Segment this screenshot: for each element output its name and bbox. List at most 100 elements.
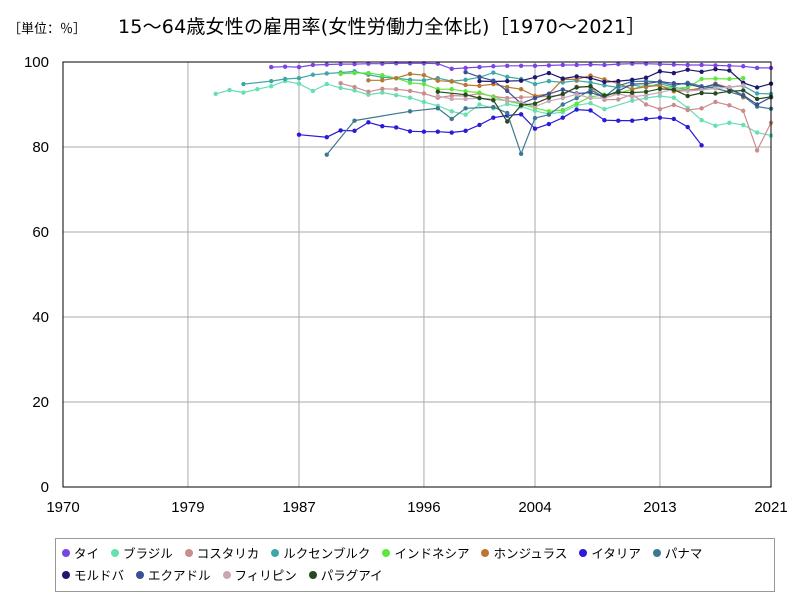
- legend-label: インドネシア: [394, 546, 470, 561]
- data-point: [643, 102, 649, 107]
- series-7: [324, 78, 774, 157]
- data-point: [616, 78, 621, 84]
- data-point: [463, 96, 468, 102]
- legend-item: コスタリカ: [184, 543, 259, 562]
- data-point: [657, 86, 663, 91]
- data-point: [754, 102, 760, 107]
- legend-item: フィリピン: [222, 565, 297, 584]
- data-point: [713, 67, 718, 72]
- data-point: [588, 108, 593, 113]
- data-point: [699, 69, 704, 74]
- data-point: [407, 71, 413, 77]
- data-point: [463, 112, 468, 117]
- data-point: [380, 72, 385, 78]
- data-point: [699, 90, 704, 96]
- data-point: [324, 62, 329, 67]
- series-line: [479, 68, 772, 89]
- data-point: [629, 81, 635, 87]
- data-point: [380, 61, 385, 66]
- legend-marker: [481, 548, 490, 557]
- data-point: [546, 78, 552, 84]
- data-point: [505, 63, 510, 69]
- legend-label: フィリピン: [234, 568, 297, 583]
- legend-label: パナマ: [664, 546, 703, 561]
- data-point: [393, 92, 399, 98]
- data-point: [491, 64, 496, 69]
- data-point: [352, 88, 357, 93]
- data-point: [657, 83, 663, 88]
- data-point: [407, 129, 413, 134]
- series-6: [296, 107, 704, 148]
- data-point: [296, 64, 302, 70]
- data-point: [505, 110, 510, 116]
- data-point: [629, 94, 635, 100]
- data-point: [588, 84, 593, 89]
- series-line: [215, 80, 772, 137]
- data-point: [407, 95, 413, 100]
- data-point: [366, 120, 371, 125]
- data-point: [310, 62, 316, 68]
- data-point: [754, 85, 760, 90]
- data-point: [643, 61, 649, 66]
- data-point: [671, 116, 677, 122]
- data-point: [518, 78, 524, 83]
- data-point: [727, 68, 732, 73]
- legend-label: モルドバ: [74, 568, 125, 583]
- data-point: [338, 81, 343, 86]
- data-point: [560, 102, 565, 107]
- data-point: [727, 63, 732, 69]
- data-point: [491, 98, 496, 103]
- data-point: [463, 128, 468, 134]
- data-point: [713, 123, 718, 128]
- legend-item: エクアドル: [136, 565, 211, 584]
- data-point: [463, 65, 468, 71]
- data-point: [754, 148, 760, 153]
- data-point: [643, 81, 649, 86]
- data-point: [699, 62, 704, 68]
- data-point: [754, 65, 760, 71]
- data-point: [463, 70, 468, 75]
- series-layer: [213, 61, 774, 157]
- legend-label: イタリア: [591, 546, 641, 561]
- data-point: [449, 109, 454, 114]
- plot-frame: [62, 61, 772, 488]
- data-point: [657, 90, 663, 95]
- data-point: [546, 109, 552, 114]
- data-point: [657, 79, 663, 84]
- data-point: [574, 95, 579, 101]
- data-point: [629, 87, 635, 92]
- data-point: [366, 78, 371, 83]
- data-point: [546, 70, 552, 76]
- data-point: [255, 87, 260, 92]
- data-point: [296, 75, 302, 81]
- data-point: [741, 75, 746, 81]
- data-point: [338, 61, 343, 67]
- data-point: [713, 82, 718, 87]
- data-point: [560, 115, 565, 120]
- data-point: [338, 128, 343, 133]
- data-point: [741, 88, 746, 93]
- data-point: [574, 74, 579, 79]
- data-point: [713, 99, 718, 105]
- data-point: [588, 80, 593, 85]
- legend-label: ルクセンブルク: [283, 546, 371, 561]
- x-tick-label: 2004: [518, 499, 551, 516]
- data-point: [727, 84, 732, 90]
- legend-marker: [222, 570, 231, 579]
- data-point: [518, 103, 524, 108]
- data-point: [741, 122, 746, 128]
- data-point: [380, 86, 385, 91]
- data-point: [407, 88, 413, 94]
- data-point: [505, 84, 510, 90]
- y-tick-label: 40: [32, 309, 49, 326]
- data-point: [491, 70, 496, 75]
- data-point: [449, 93, 454, 98]
- data-point: [477, 102, 482, 107]
- data-point: [324, 135, 329, 140]
- data-point: [671, 95, 677, 100]
- x-tick-label: 1970: [46, 499, 79, 516]
- series-8: [477, 67, 774, 90]
- legend-label: タイ: [74, 546, 100, 561]
- data-point: [324, 152, 329, 157]
